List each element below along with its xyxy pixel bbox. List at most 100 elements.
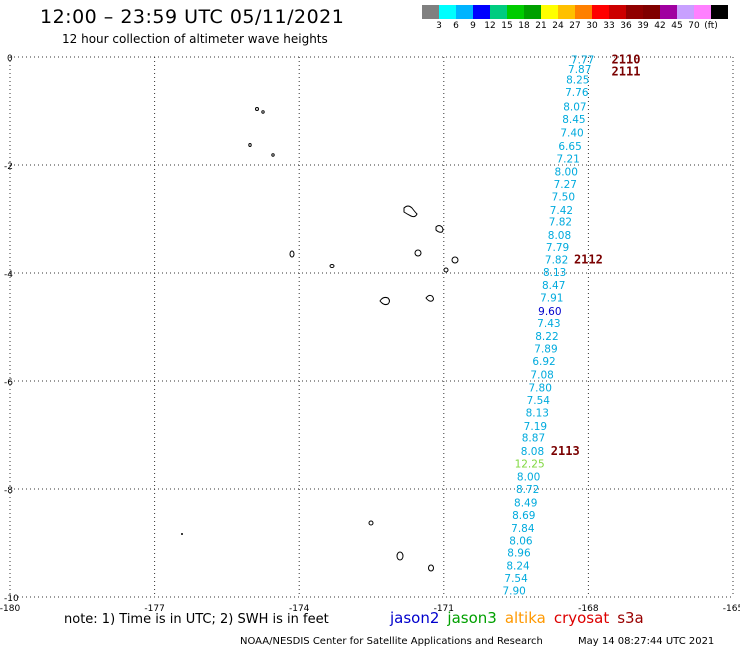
wave-height-value: 7.43 bbox=[537, 318, 560, 330]
wave-height-value: 7.50 bbox=[552, 191, 575, 203]
footer-credit: NOAA/NESDIS Center for Satellite Applica… bbox=[240, 636, 543, 647]
wave-height-value: 7.19 bbox=[524, 421, 547, 433]
legend-swatch bbox=[524, 5, 541, 19]
satellite-s3a: s3a bbox=[617, 609, 644, 627]
island bbox=[425, 294, 434, 302]
wave-height-value: 6.92 bbox=[532, 356, 555, 368]
x-tick-label: -165 bbox=[723, 604, 740, 614]
legend-tick-label: 42 bbox=[654, 21, 666, 31]
wave-height-value: 7.82 bbox=[549, 217, 572, 229]
wave-height-value: 8.22 bbox=[535, 331, 558, 343]
wave-height-value: 8.08 bbox=[521, 446, 544, 458]
pass-id-label: 2110 bbox=[612, 53, 641, 67]
wave-height-value: 8.45 bbox=[562, 114, 585, 126]
page-title: 12:00 – 23:59 UTC 05/11/2021 bbox=[40, 6, 345, 28]
wave-height-value: 7.84 bbox=[511, 523, 535, 535]
wave-height-value: 8.96 bbox=[507, 548, 531, 560]
island bbox=[261, 110, 265, 114]
wave-height-value: 7.82 bbox=[545, 255, 568, 267]
color-legend bbox=[422, 5, 728, 19]
legend-tick-label: 24 bbox=[552, 21, 564, 31]
island bbox=[443, 267, 449, 273]
wave-height-value: 8.24 bbox=[506, 561, 530, 573]
wave-height-value: 7.77 bbox=[571, 55, 594, 67]
satellite-jason3: jason3 bbox=[447, 609, 497, 627]
legend-swatch bbox=[592, 5, 609, 19]
legend-tick-label: 70 bbox=[688, 21, 700, 31]
y-tick-label: -2 bbox=[4, 162, 13, 172]
x-tick-label: -174 bbox=[289, 604, 310, 614]
wave-height-value: 7.21 bbox=[556, 154, 579, 166]
page-subtitle: 12 hour collection of altimeter wave hei… bbox=[62, 32, 328, 46]
legend-tick-label: 27 bbox=[569, 21, 581, 31]
island bbox=[414, 249, 422, 257]
wave-height-value: 8.00 bbox=[555, 166, 578, 178]
x-tick-label: -177 bbox=[144, 604, 164, 614]
wave-height-value: 7.79 bbox=[546, 242, 569, 254]
island bbox=[379, 296, 390, 306]
wave-height-value: 7.87 bbox=[568, 64, 591, 76]
y-tick-label: -10 bbox=[4, 594, 19, 604]
satellite-legend: jason2 jason3 altika cryosat s3a bbox=[390, 609, 652, 627]
legend-tick-label: 9 bbox=[470, 21, 476, 31]
island bbox=[435, 225, 444, 233]
legend-tick-label: 18 bbox=[518, 21, 530, 31]
wave-height-value: 8.87 bbox=[522, 433, 545, 445]
island bbox=[289, 250, 295, 258]
legend-swatch bbox=[473, 5, 490, 19]
units-note: note: 1) Time is in UTC; 2) SWH is in fe… bbox=[64, 612, 329, 627]
wave-height-value: 7.27 bbox=[554, 179, 577, 191]
x-tick-label: -171 bbox=[434, 604, 454, 614]
legend-swatch bbox=[575, 5, 592, 19]
wave-height-value: 7.54 bbox=[504, 573, 528, 585]
wave-height-value: 6.65 bbox=[558, 141, 581, 153]
wave-height-value: 8.47 bbox=[542, 280, 565, 292]
pass-id-label: 2111 bbox=[612, 65, 641, 79]
wave-height-value: 7.40 bbox=[560, 128, 583, 140]
legend-swatch bbox=[660, 5, 677, 19]
legend-tick-label: 30 bbox=[586, 21, 598, 31]
legend-swatch bbox=[439, 5, 456, 19]
wave-height-value: 9.60 bbox=[538, 306, 561, 318]
wave-height-value: 8.00 bbox=[517, 472, 540, 484]
island bbox=[368, 520, 374, 526]
legend-tick-label: 12 bbox=[484, 21, 496, 31]
island bbox=[403, 205, 418, 218]
island bbox=[428, 564, 434, 572]
wave-height-value: 8.72 bbox=[516, 484, 539, 496]
island bbox=[255, 107, 259, 111]
legend-swatch bbox=[422, 5, 439, 19]
wave-height-value: 7.54 bbox=[527, 395, 551, 407]
wave-height-value: 8.49 bbox=[514, 498, 537, 510]
wave-height-value: 8.69 bbox=[512, 510, 535, 522]
wave-height-value: 8.07 bbox=[563, 102, 586, 114]
wave-height-value: 12.25 bbox=[515, 459, 545, 471]
satellite-altika: altika bbox=[504, 609, 546, 627]
legend-tick-label: 3 bbox=[436, 21, 442, 31]
island bbox=[248, 143, 252, 147]
legend-tick-label: 45 bbox=[671, 21, 683, 31]
wave-height-value: 7.80 bbox=[529, 382, 552, 394]
island bbox=[329, 264, 335, 268]
wave-height-value: 8.06 bbox=[509, 535, 533, 547]
x-tick-label: -168 bbox=[578, 604, 599, 614]
satellite-jason2: jason2 bbox=[390, 609, 440, 627]
legend-swatch bbox=[677, 5, 694, 19]
legend-swatch bbox=[643, 5, 660, 19]
legend-swatch bbox=[490, 5, 507, 19]
wave-height-value: 8.08 bbox=[548, 230, 571, 242]
legend-tick-label: 33 bbox=[603, 21, 615, 31]
legend-swatch bbox=[558, 5, 575, 19]
legend-tick-label: 21 bbox=[535, 21, 547, 31]
wave-height-value: 8.25 bbox=[566, 75, 589, 87]
x-tick-label: -180 bbox=[0, 604, 20, 614]
wave-height-value: 7.42 bbox=[550, 205, 573, 217]
legend-swatch bbox=[541, 5, 558, 19]
map-grid bbox=[9, 56, 734, 598]
island bbox=[271, 153, 275, 157]
legend-swatch bbox=[711, 5, 728, 19]
y-tick-label: -8 bbox=[4, 486, 13, 496]
axis-tick-labels: -180 -177 -174 -171 -168 -165 0 -2 -4 -6 -8 -10 bbox=[0, 54, 740, 614]
